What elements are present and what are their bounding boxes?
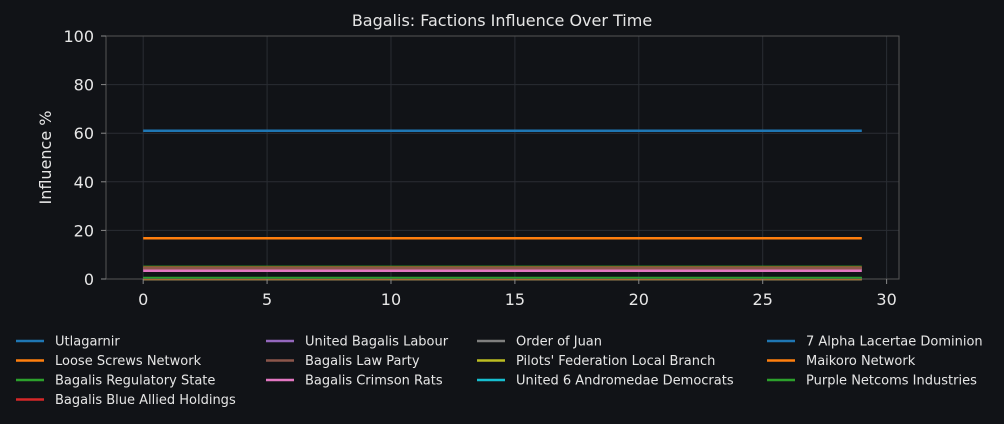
- x-tick-label: 5: [262, 290, 272, 309]
- legend-label: Order of Juan: [516, 335, 602, 350]
- legend-label: Bagalis Blue Allied Holdings: [55, 393, 236, 408]
- x-tick-label: 20: [629, 290, 649, 309]
- legend-label: Bagalis Regulatory State: [55, 374, 215, 389]
- legend-item: Maikoro Network: [767, 354, 916, 369]
- legend-item: Bagalis Law Party: [266, 354, 420, 369]
- legend: Utlagarnir Loose Screws Network Bagalis Re…: [16, 335, 983, 408]
- x-tick-label: 0: [138, 290, 148, 309]
- x-tick-label: 30: [876, 290, 896, 309]
- legend-label: Bagalis Crimson Rats: [305, 374, 443, 389]
- legend-item: Order of Juan: [477, 335, 602, 350]
- legend-item: Bagalis Regulatory State: [16, 374, 215, 389]
- x-tick-label: 10: [381, 290, 401, 309]
- legend-item: Bagalis Crimson Rats: [266, 374, 443, 389]
- chart-title: Bagalis: Factions Influence Over Time: [352, 11, 652, 30]
- legend-item: Bagalis Blue Allied Holdings: [16, 393, 236, 408]
- legend-label: United Bagalis Labour: [305, 335, 449, 350]
- legend-label: United 6 Andromedae Democrats: [516, 374, 734, 389]
- plot-frame: [105, 35, 900, 280]
- y-tick-label: 60: [74, 124, 94, 143]
- x-tick-label: 15: [505, 290, 525, 309]
- ticks: 0 5 10 15 20 25 30 0 20 40 60 80 100: [63, 27, 896, 309]
- legend-label: Purple Netcoms Industries: [806, 374, 977, 389]
- legend-item: 7 Alpha Lacertae Dominion: [767, 335, 983, 350]
- y-axis-label: Influence %: [36, 111, 55, 205]
- y-tick-label: 20: [74, 221, 94, 240]
- legend-label: Utlagarnir: [55, 335, 120, 350]
- legend-item: United Bagalis Labour: [266, 335, 449, 350]
- legend-item: Utlagarnir: [16, 335, 120, 350]
- x-tick-label: 25: [753, 290, 773, 309]
- legend-item: Purple Netcoms Industries: [767, 374, 977, 389]
- legend-label: Pilots' Federation Local Branch: [516, 354, 715, 369]
- y-tick-label: 80: [74, 76, 94, 95]
- y-tick-label: 0: [84, 270, 94, 289]
- grid: [106, 35, 899, 280]
- legend-item: Loose Screws Network: [16, 354, 202, 369]
- y-tick-label: 40: [74, 173, 94, 192]
- y-tick-label: 100: [63, 27, 94, 46]
- legend-item: Pilots' Federation Local Branch: [477, 354, 715, 369]
- legend-label: Loose Screws Network: [55, 354, 202, 369]
- legend-label: 7 Alpha Lacertae Dominion: [806, 335, 983, 350]
- legend-item: United 6 Andromedae Democrats: [477, 374, 734, 389]
- legend-label: Bagalis Law Party: [305, 354, 420, 369]
- series-layer: [143, 129, 862, 281]
- legend-label: Maikoro Network: [806, 354, 916, 369]
